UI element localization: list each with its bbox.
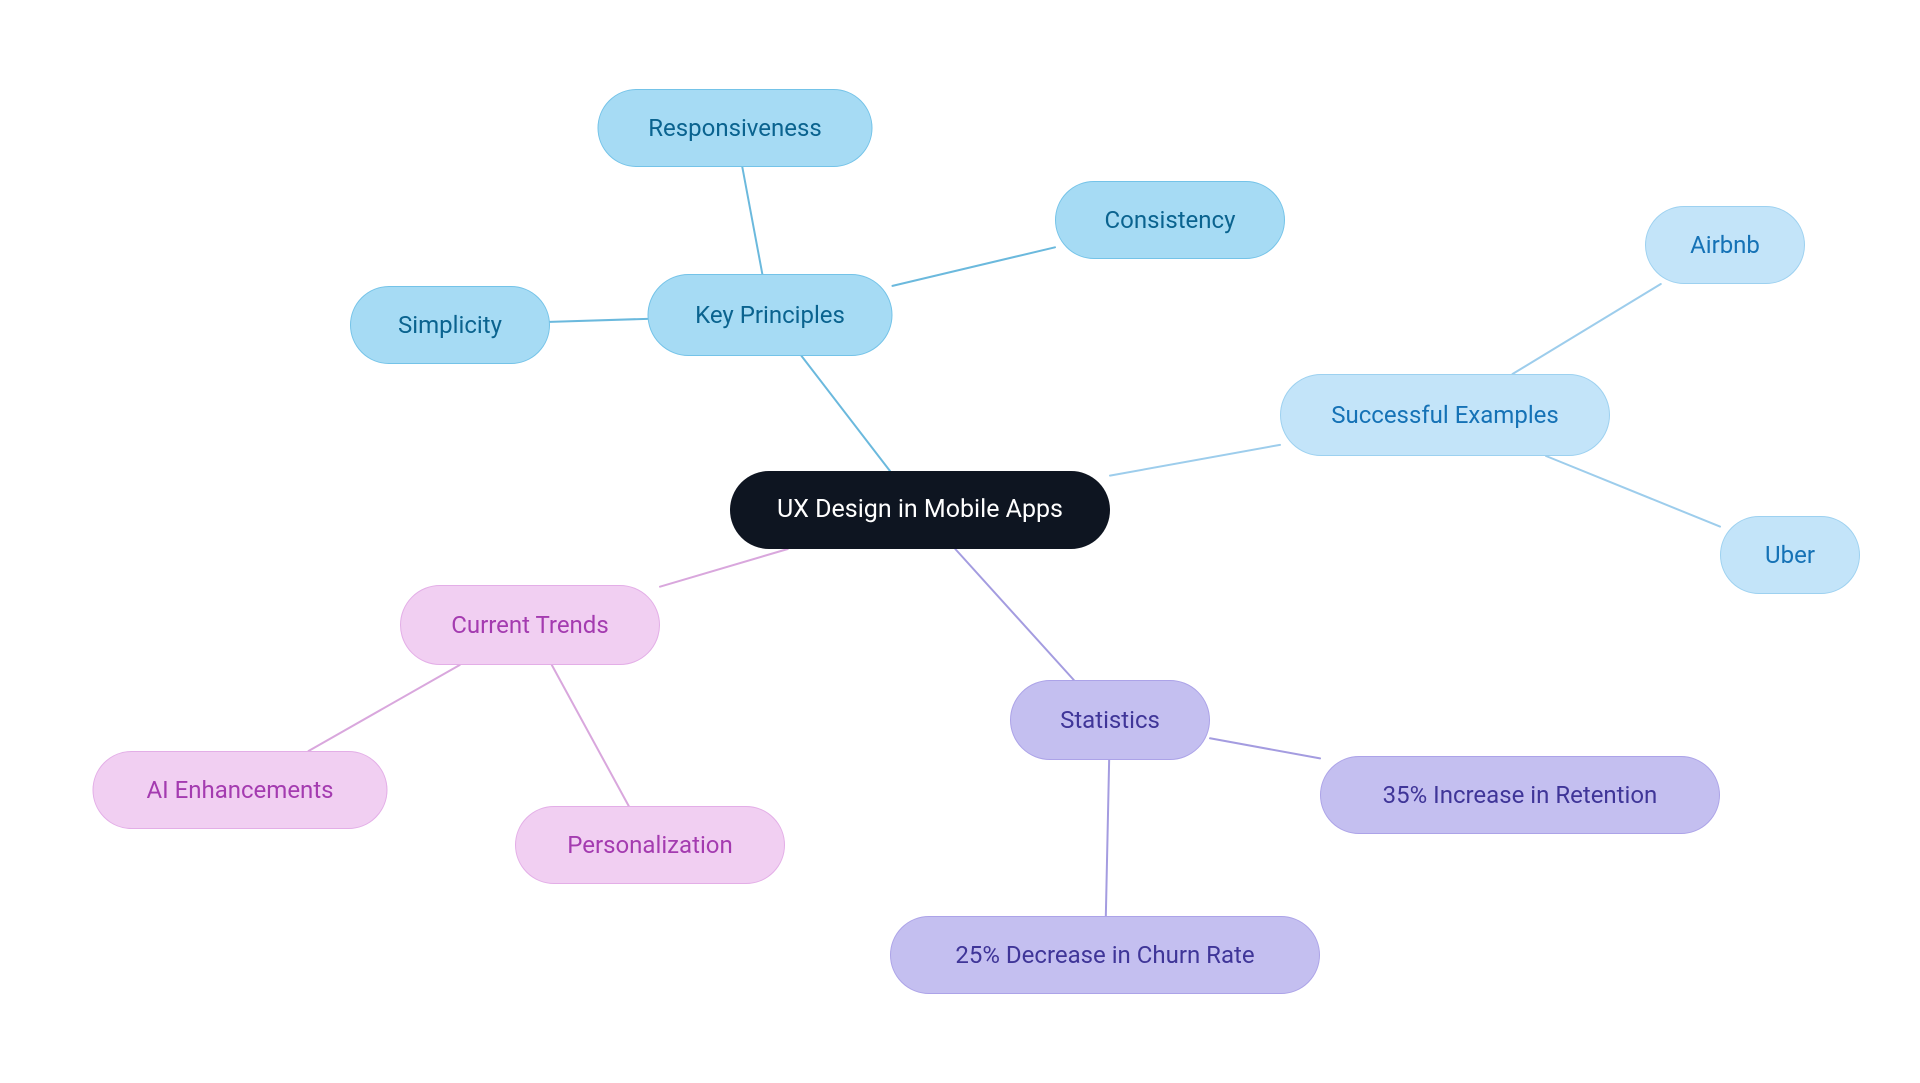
node-trends-label: Current Trends <box>451 611 608 640</box>
node-churn: 25% Decrease in Churn Rate <box>890 916 1320 994</box>
node-churn-label: 25% Decrease in Churn Rate <box>955 941 1254 970</box>
node-simplicity: Simplicity <box>350 286 550 364</box>
node-principles-label: Key Principles <box>695 301 845 330</box>
node-statistics: Statistics <box>1010 680 1210 760</box>
node-simplicity-label: Simplicity <box>398 311 502 340</box>
node-retention: 35% Increase in Retention <box>1320 756 1720 834</box>
node-personalization: Personalization <box>515 806 785 884</box>
node-ai: AI Enhancements <box>93 751 388 829</box>
mindmap-canvas: UX Design in Mobile Apps Key Principles … <box>0 0 1920 1083</box>
node-airbnb: Airbnb <box>1645 206 1805 284</box>
node-retention-label: 35% Increase in Retention <box>1383 781 1658 810</box>
node-uber-label: Uber <box>1765 541 1815 570</box>
node-responsiveness-label: Responsiveness <box>648 114 822 143</box>
node-examples: Successful Examples <box>1280 374 1610 456</box>
node-root-label: UX Design in Mobile Apps <box>777 495 1063 525</box>
node-uber: Uber <box>1720 516 1860 594</box>
node-airbnb-label: Airbnb <box>1690 231 1760 260</box>
node-consistency: Consistency <box>1055 181 1285 259</box>
node-principles: Key Principles <box>648 274 893 356</box>
node-root: UX Design in Mobile Apps <box>730 471 1110 549</box>
node-consistency-label: Consistency <box>1105 206 1236 235</box>
node-trends: Current Trends <box>400 585 660 665</box>
node-statistics-label: Statistics <box>1060 706 1160 735</box>
node-ai-label: AI Enhancements <box>146 776 333 805</box>
node-responsiveness: Responsiveness <box>598 89 873 167</box>
node-examples-label: Successful Examples <box>1331 401 1559 430</box>
node-personalization-label: Personalization <box>567 831 733 860</box>
